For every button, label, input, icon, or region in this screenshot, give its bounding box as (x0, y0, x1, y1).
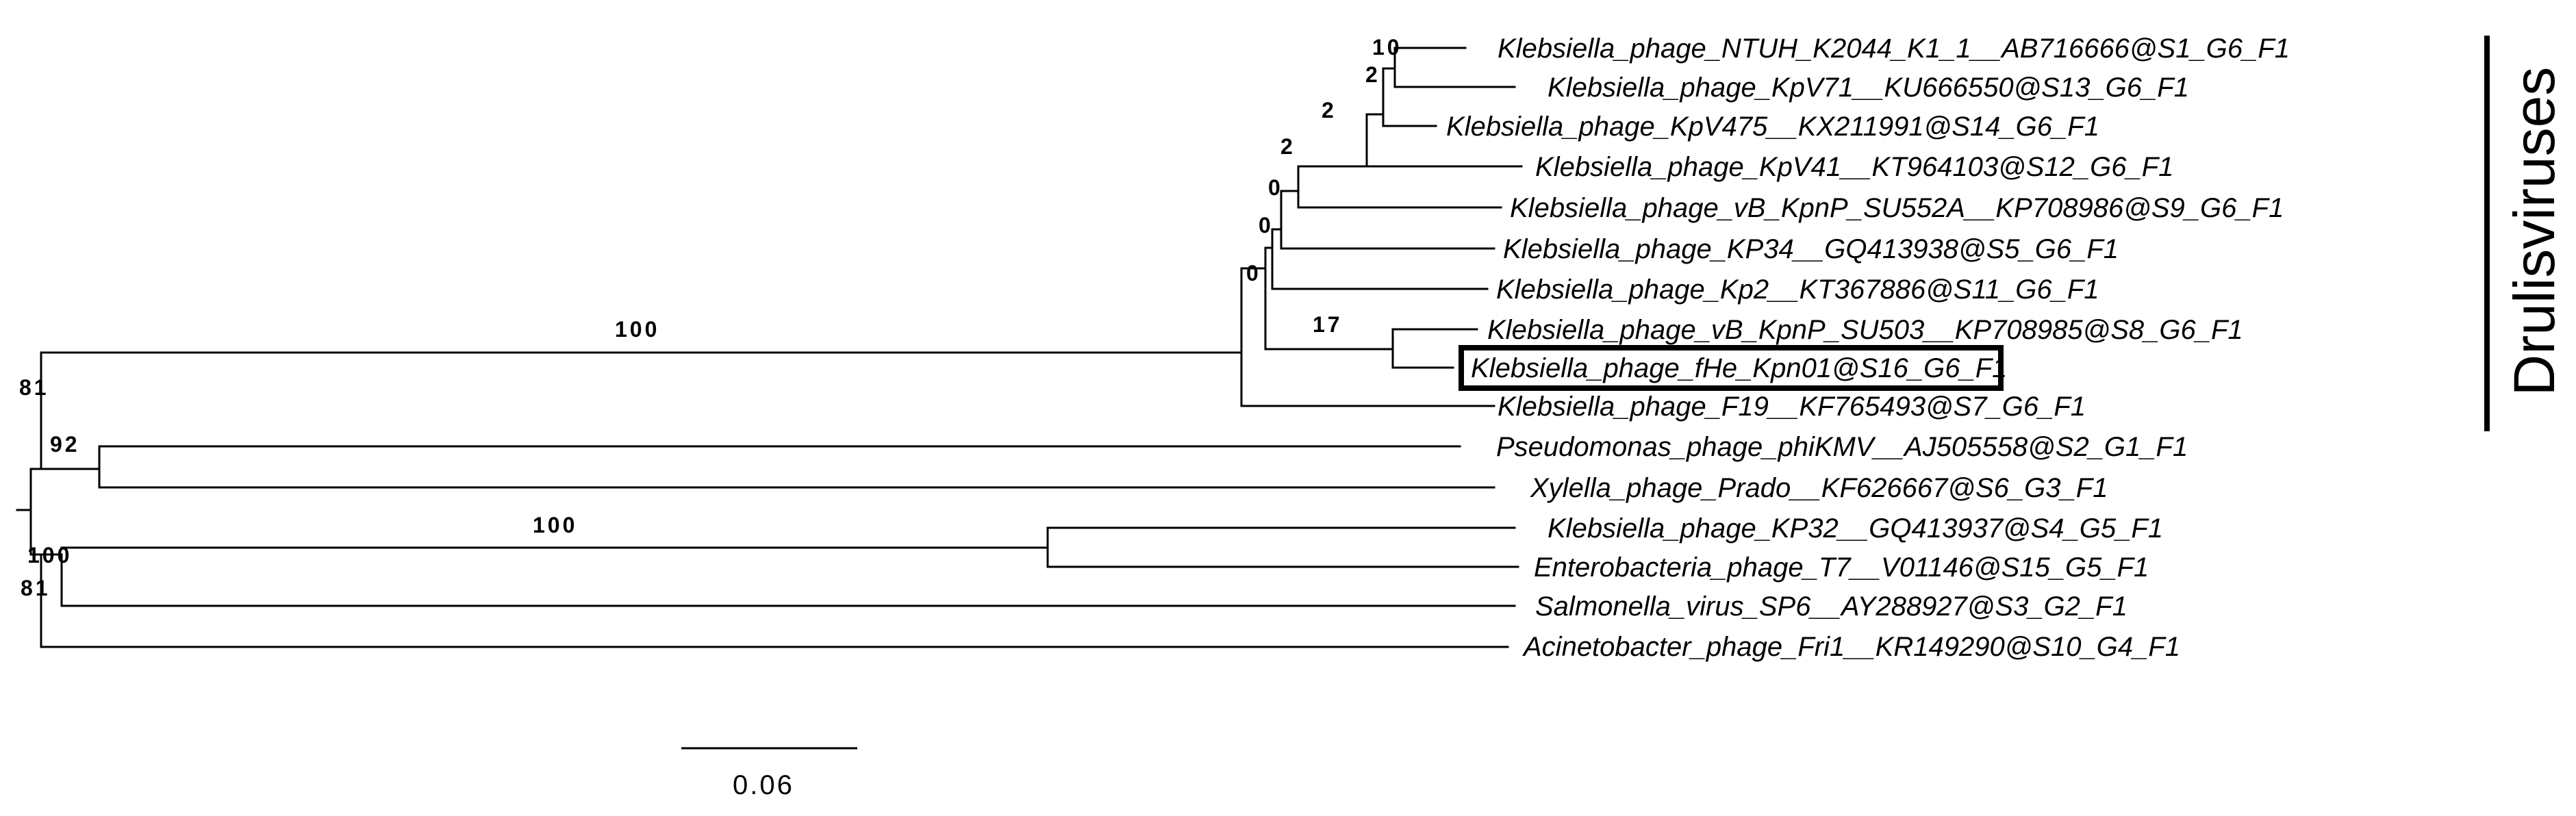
tip-label: Klebsiella_phage_KpV475__KX211991@S14_G6… (1446, 112, 2099, 142)
clade-annotation: Drulisviruses (2484, 36, 2566, 431)
support-label: 100 (27, 543, 72, 568)
support-label: 10 (1372, 35, 1402, 60)
tip-label: Klebsiella_phage_KpV71__KU666550@S13_G6_… (1548, 73, 2189, 103)
support-label: 100 (533, 513, 577, 537)
tip-label: Klebsiella_phage_vB_KpnP_SU503__KP708985… (1487, 315, 2243, 345)
scale-bar: 0.06 (681, 747, 857, 800)
support-label: 81 (19, 375, 49, 400)
highlight-box (1459, 345, 2004, 391)
scale-bar-label: 0.06 (733, 770, 794, 800)
support-label: 81 (21, 576, 51, 600)
tip-label: Klebsiella_phage_Kp2__KT367886@S11_G6_F1 (1496, 275, 2099, 305)
tip-label: Klebsiella_phage_F19__KF765493@S7_G6_F1 (1498, 392, 2086, 422)
tip-label: Klebsiella_phage_NTUH_K2044_K1_1__AB7166… (1498, 34, 2290, 64)
clade-label: Drulisviruses (2502, 67, 2566, 396)
tip-label: Klebsiella_phage_KP32__GQ413937@S4_G5_F1 (1548, 513, 2163, 544)
support-label: 92 (50, 432, 80, 457)
tip-labels: Klebsiella_phage_NTUH_K2044_K1_1__AB7166… (1446, 34, 2290, 662)
tip-label: Xylella_phage_Prado__KF626667@S6_G3_F1 (1530, 473, 2108, 503)
support-label: 2 (1280, 134, 1296, 159)
tip-label: Klebsiella_phage_vB_KpnP_SU552A__KP70898… (1510, 193, 2284, 223)
support-label: 2 (1322, 98, 1337, 123)
tree-branches (16, 47, 1523, 648)
tip-label: Enterobacteria_phage_T7__V01146@S15_G5_F… (1534, 552, 2149, 583)
tip-label: Klebsiella_phage_KP34__GQ413938@S5_G6_F1 (1503, 234, 2119, 264)
tip-label: Pseudomonas_phage_phiKMV__AJ505558@S2_G1… (1496, 432, 2188, 462)
support-values: 10 2 2 2 0 0 0 17 100 81 92 100 100 81 (19, 35, 1402, 600)
support-label: 17 (1313, 312, 1343, 337)
support-label: 0 (1259, 213, 1274, 238)
tip-label: Klebsiella_phage_KpV41__KT964103@S12_G6_… (1535, 152, 2173, 182)
tip-label: Acinetobacter_phage_Fri1__KR149290@S10_G… (1522, 632, 2180, 662)
support-label: 0 (1268, 175, 1283, 200)
support-label: 0 (1246, 261, 1261, 285)
support-label: 2 (1365, 62, 1380, 87)
support-label: 100 (615, 317, 659, 342)
tip-label: Salmonella_virus_SP6__AY288927@S3_G2_F1 (1535, 591, 2127, 622)
tip-label-highlighted: Klebsiella_phage_fHe_Kpn01@S16_G6_F1 (1471, 353, 2007, 383)
